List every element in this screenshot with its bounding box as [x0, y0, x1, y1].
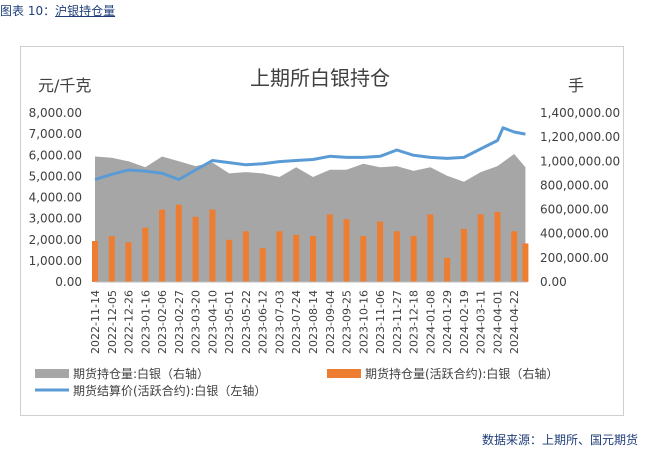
y-right-tick-label: 1,400,000.00: [540, 106, 620, 120]
y-right-tick-label: 200,000.00: [540, 251, 609, 265]
y-left-tick-label: 8,000.00: [29, 106, 82, 120]
left-axis-unit: 元/千克: [38, 76, 91, 95]
x-tick-label: 2022-12-26: [123, 290, 136, 354]
series-total-oi-area: [95, 154, 526, 282]
x-tick-label: 2024-01-08: [424, 290, 437, 354]
figure-label: 图表 10：: [0, 4, 56, 18]
x-tick-label: 2023-11-27: [391, 290, 404, 354]
legend-swatch-total-oi: [35, 369, 69, 378]
bar-active-oi-25: [511, 231, 518, 282]
y-left-tick-label: 6,000.00: [29, 148, 82, 162]
x-tick-label: 2023-08-14: [307, 290, 320, 354]
bar-active-oi-12: [293, 234, 300, 282]
bar-active-oi-15: [343, 219, 350, 282]
y-right-tick-label: 0.00: [540, 275, 567, 289]
x-tick-label: 2023-10-16: [357, 290, 370, 354]
y-right-tick-label: 800,000.00: [540, 178, 609, 192]
figure-link[interactable]: 沪银持仓量: [55, 4, 116, 18]
bar-active-oi-2: [125, 242, 132, 282]
x-tick-label: 2023-06-12: [257, 290, 270, 354]
legend-label-active-oi: 期货持仓量(活跃合约):白银（右轴）: [365, 366, 558, 381]
bar-active-oi-22: [460, 228, 467, 282]
bar-active-oi-3: [142, 227, 149, 282]
x-tick-label: 2023-11-06: [374, 290, 387, 354]
x-tick-label: 2023-12-18: [408, 290, 421, 354]
chart-title: 上期所白银持仓: [250, 66, 390, 90]
bar-active-oi-1: [108, 236, 115, 282]
bar-active-oi-20: [427, 214, 434, 282]
bar-active-oi-6: [192, 216, 199, 282]
x-tick-label: 2024-04-01: [492, 290, 505, 354]
bar-active-oi-5: [175, 204, 182, 282]
x-tick-label: 2023-02-27: [173, 290, 186, 354]
y-left-tick-label: 1,000.00: [29, 254, 82, 268]
x-tick-label: 2023-03-20: [190, 290, 203, 354]
y-left-tick-label: 2,000.00: [29, 233, 82, 247]
y-right-tick-label: 1,000,000.00: [540, 154, 620, 168]
x-tick-label: 2023-05-22: [240, 290, 253, 354]
x-tick-label: 2022-11-14: [89, 290, 102, 354]
bar-active-oi-9: [242, 231, 249, 282]
y-left-tick-label: 4,000.00: [29, 191, 82, 205]
legend-label-total-oi: 期货持仓量:白银（右轴）: [73, 366, 209, 381]
series-settlement-price-line: [94, 126, 526, 181]
x-tick-label: 2022-12-05: [106, 290, 119, 354]
y-right-tick-label: 1,200,000.00: [540, 130, 620, 144]
y-right-tick-label: 600,000.00: [540, 203, 609, 217]
bar-active-oi-13: [310, 236, 316, 282]
bar-active-oi-0: [92, 241, 98, 282]
x-tick-label: 2023-05-01: [223, 290, 236, 354]
y-left-tick-label: 7,000.00: [29, 127, 82, 141]
x-tick-label: 2023-04-10: [206, 290, 219, 354]
x-tick-label: 2023-09-25: [341, 290, 354, 354]
bar-active-oi-4: [159, 209, 166, 282]
x-tick-label: 2024-03-11: [475, 290, 488, 354]
bar-active-oi-7: [209, 209, 216, 282]
x-tick-label: 2024-04-22: [508, 290, 521, 354]
bar-active-oi-17: [377, 221, 384, 282]
bar-active-oi-14: [326, 214, 333, 282]
source-note: 数据来源：上期所、国元期货: [481, 433, 638, 447]
x-tick-label: 2024-01-29: [441, 290, 454, 354]
x-tick-label: 2023-07-24: [290, 290, 303, 354]
x-tick-label: 2023-09-04: [324, 290, 337, 354]
y-left-tick-label: 5,000.00: [29, 169, 82, 183]
bar-active-oi-19: [410, 236, 417, 282]
legend-label-price: 期货结算价(活跃合约):白银（左轴）: [73, 383, 266, 398]
x-tick-label: 2024-02-19: [458, 290, 471, 354]
legend-swatch-active-oi: [327, 369, 361, 378]
x-tick-label: 2023-07-03: [274, 290, 287, 354]
bar-active-oi-21: [444, 257, 451, 282]
bar-active-oi-26: [522, 243, 529, 282]
bar-active-oi-16: [360, 236, 367, 282]
bar-active-oi-10: [259, 248, 266, 282]
figure-caption: 图表 10：沪银持仓量: [0, 2, 115, 19]
bar-active-oi-18: [393, 231, 400, 282]
x-tick-label: 2023-01-16: [139, 290, 152, 354]
y-left-tick-label: 0.00: [55, 275, 82, 289]
y-right-tick-label: 400,000.00: [540, 227, 609, 241]
bar-active-oi-24: [494, 212, 501, 282]
x-tick-label: 2023-02-06: [156, 290, 169, 354]
right-axis-unit: 手: [568, 76, 584, 95]
y-left-tick-label: 3,000.00: [29, 212, 82, 226]
bar-active-oi-8: [226, 239, 233, 283]
bar-active-oi-11: [276, 231, 283, 282]
bar-active-oi-23: [477, 214, 484, 282]
